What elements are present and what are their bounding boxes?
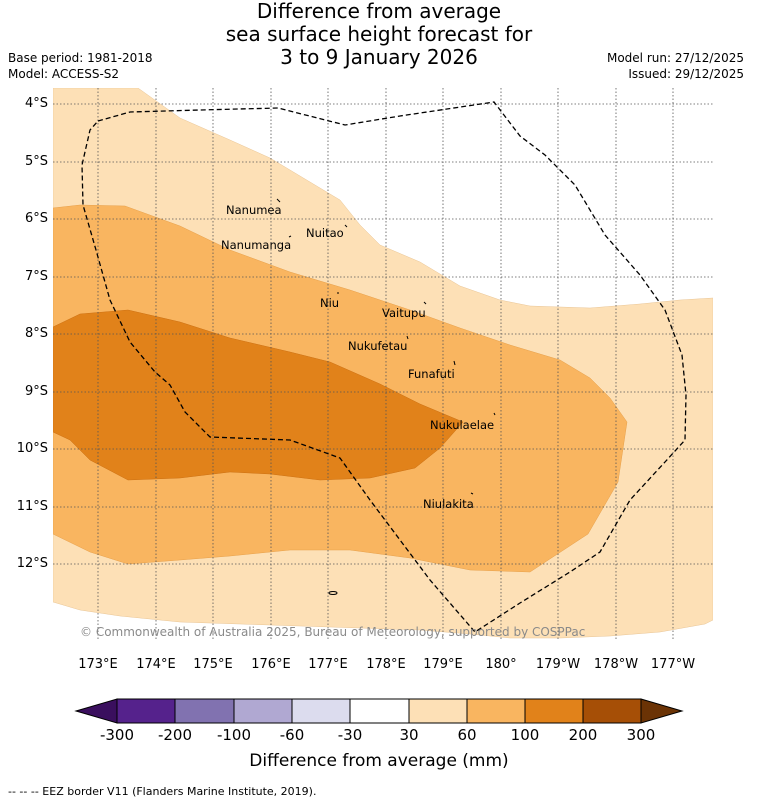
- lon-label-175E: 175°E: [193, 657, 233, 672]
- colorbar-cell-2: [174, 698, 235, 724]
- colorbar-label: -30: [337, 726, 363, 744]
- lon-label-173E: 173°E: [78, 657, 118, 672]
- place-label: Niulakita: [423, 497, 474, 511]
- colorbar: [74, 698, 684, 724]
- lon-label-174E: 174°E: [136, 657, 176, 672]
- colorbar-cell-6: [408, 698, 468, 724]
- graticule: [53, 88, 713, 640]
- colorbar-label: 30: [399, 726, 419, 744]
- colorbar-label: -200: [157, 726, 193, 744]
- island-marker-nukulaelae: [493, 412, 496, 416]
- model-run: Model run: 27/12/2025: [606, 51, 744, 65]
- colorbar-title: Difference from average (mm): [249, 751, 509, 771]
- island-marker-nukufetau: [406, 335, 409, 340]
- lat-label-11S: 11°S: [16, 499, 48, 514]
- place-label: Nanumea: [226, 203, 282, 217]
- colorbar-label: -60: [279, 726, 305, 744]
- lon-label-177E: 177°E: [308, 657, 348, 672]
- lat-label-5S: 5°S: [24, 154, 48, 169]
- colorbar-label: 100: [510, 726, 540, 744]
- title-line-1: Difference from average: [256, 0, 502, 23]
- lat-label-7S: 7°S: [24, 269, 48, 284]
- lat-label-10S: 10°S: [16, 441, 48, 456]
- colorbar-cell-4: [291, 698, 351, 724]
- island-marker-vaitupu: [423, 301, 427, 305]
- model-name: Model: ACCESS-S2: [8, 67, 120, 81]
- lat-label-4S: 4°S: [24, 96, 48, 111]
- island-marker-nanumanga: [288, 235, 292, 238]
- colorbar-cell-5: [349, 698, 410, 724]
- eez-border: [81, 101, 687, 633]
- map-area: [53, 88, 713, 640]
- colorbar-label: -100: [216, 726, 252, 744]
- meta-left: Base period: 1981-2018 Model: ACCESS-S2: [8, 50, 153, 82]
- eez-legend-note: -- -- -- EEZ border V11 (Flanders Marine…: [8, 785, 317, 798]
- lon-label-179W: 179°W: [535, 657, 581, 672]
- lon-label-178W: 178°W: [593, 657, 639, 672]
- place-label: Nanumanga: [221, 238, 292, 252]
- map-title: Difference from average sea surface heig…: [0, 0, 758, 69]
- lon-label-177W: 177°W: [650, 657, 696, 672]
- lon-label-176E: 176°E: [251, 657, 291, 672]
- copyright-notice: © Commonwealth of Australia 2025, Bureau…: [80, 625, 586, 639]
- place-label: Funafuti: [408, 367, 455, 381]
- island-markers: [276, 198, 496, 495]
- base-period: Base period: 1981-2018: [8, 51, 153, 65]
- place-label: Nukufetau: [348, 339, 408, 353]
- island-marker-nanumea: [276, 198, 281, 203]
- issued-date: Issued: 29/12/2025: [628, 67, 744, 81]
- colorbar-cell-3: [233, 698, 293, 724]
- colorbar-cell-1: [116, 698, 176, 724]
- lon-label-178E: 178°E: [366, 657, 406, 672]
- colorbar-cell-8: [524, 698, 584, 724]
- lat-label-8S: 8°S: [24, 326, 48, 341]
- colorbar-label: 200: [568, 726, 598, 744]
- anomaly-band-100-200: [53, 309, 464, 481]
- colorbar-cell-9: [582, 698, 642, 724]
- lon-label-179E: 179°E: [423, 657, 463, 672]
- meta-right: Model run: 27/12/2025 Issued: 29/12/2025: [607, 50, 744, 82]
- colorbar-cell-0: [74, 698, 118, 724]
- lat-label-12S: 12°S: [16, 556, 48, 571]
- place-label: Nuitao: [306, 226, 344, 240]
- place-label: Nukulaelae: [430, 418, 495, 432]
- colorbar-label: 60: [457, 726, 477, 744]
- lat-label-6S: 6°S: [24, 211, 48, 226]
- lat-label-9S: 9°S: [24, 384, 48, 399]
- place-label: Vaitupu: [382, 306, 426, 320]
- colorbar-cell-7: [466, 698, 526, 724]
- lon-label-180: 180°: [485, 657, 517, 672]
- colorbar-label: 300: [626, 726, 656, 744]
- colorbar-cell-10: [640, 698, 684, 724]
- island-marker-funafuti: [453, 360, 456, 366]
- island-marker-nuitao: [344, 224, 348, 228]
- island-marker-niulakita: [470, 492, 474, 495]
- title-line-2: sea surface height forecast for: [225, 22, 533, 46]
- title-line-3: 3 to 9 January 2026: [280, 45, 478, 69]
- colorbar-label: -300: [99, 726, 135, 744]
- reef-outline: [328, 591, 338, 595]
- place-label: Niu: [320, 296, 340, 310]
